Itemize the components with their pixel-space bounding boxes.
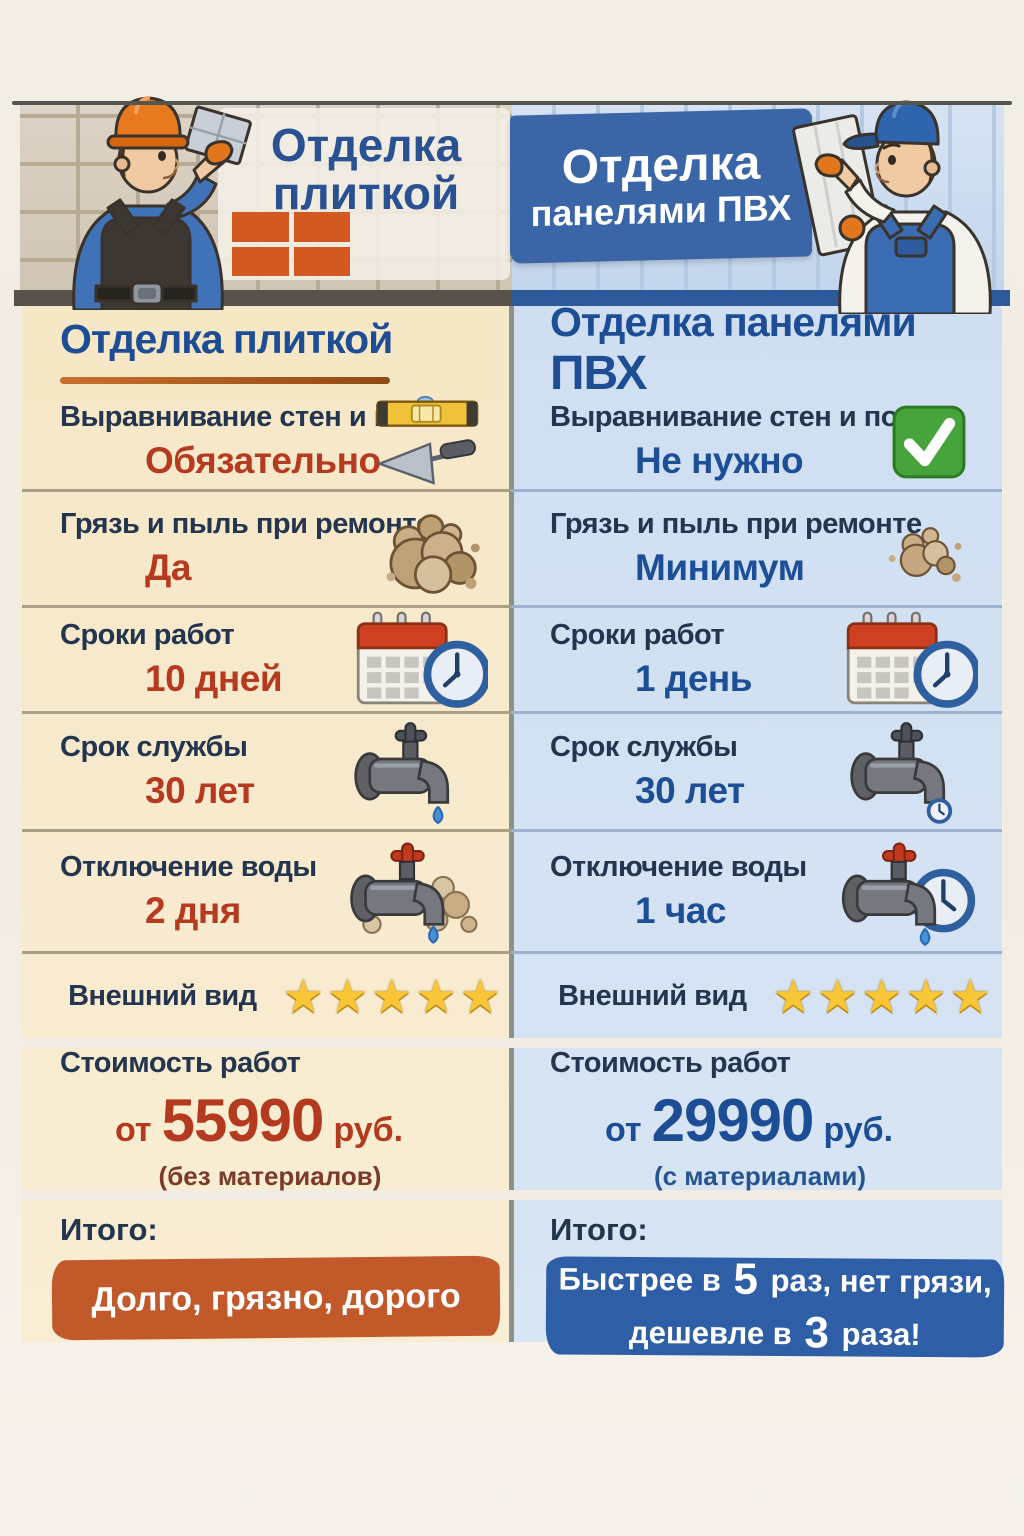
tiler-worker-illustration (72, 96, 252, 310)
total-banner-pvc: Быстрее в 5 раз, нет грязи, дешевле в 3 … (545, 1254, 1005, 1358)
row-label: Срок службы (60, 731, 248, 763)
row-value: 1 день (635, 658, 753, 699)
column-header-pvc: Отделка панелями ПВХ (550, 299, 1002, 401)
row-value: 2 дня (145, 890, 241, 931)
row-water-shutoff: Отключение воды 2 дня (22, 832, 1002, 954)
row-value: 30 лет (635, 770, 745, 811)
row-total: Итого: Долго, грязно, дорого Итого: Быст… (22, 1190, 1005, 1358)
hero-title-tile: Отделка плиткой (228, 119, 504, 219)
row-label: Внешний вид (68, 979, 257, 1012)
faucet-dirt-icon (344, 837, 484, 947)
hero-illustration: Отделка плиткой (12, 96, 1012, 314)
hero-title-tile-line2: плиткой (272, 166, 460, 219)
row-value: Не нужно (635, 440, 804, 481)
faucet-big-clock-icon (840, 837, 980, 947)
price-amount: 29990 (651, 1086, 815, 1154)
hero-top-line (12, 101, 1012, 105)
right-column-background (512, 306, 1002, 1342)
pvc-worker-illustration (792, 100, 992, 314)
faucet-small-clock-icon (848, 720, 968, 824)
total-banner-tile: Долго, грязно, дорого (51, 1255, 501, 1341)
price-amount: 55990 (161, 1086, 325, 1154)
faucet-drip-icon (352, 720, 472, 824)
hero-title-pvc-line2: панелями ПВХ (530, 187, 792, 235)
row-column-headers: Отделка плиткой Отделка панелями ПВХ (22, 299, 1002, 400)
calendar-clock-icon (846, 610, 981, 710)
hero-left-tile-scene: Отделка плиткой (14, 96, 512, 310)
hero-title-tile-line1: Отделка (270, 119, 462, 171)
row-value: Обязательно (145, 440, 381, 481)
column-header-pvc-accent: ПВХ (550, 347, 647, 400)
price-currency: руб. (823, 1110, 894, 1149)
row-duration: Сроки работ 10 дней (22, 608, 1002, 714)
row-label: Выравнивание стен и пола (550, 401, 931, 433)
row-label: Стоимость работ (60, 1046, 301, 1079)
column-header-tile: Отделка плиткой (60, 316, 393, 362)
header-underline (60, 377, 390, 384)
total-banner-line1: Быстрее в 5 раз, нет грязи, (558, 1254, 992, 1305)
spirit-level-and-trowel-icon (368, 394, 496, 490)
total-label: Итого: (550, 1212, 648, 1247)
row-label: Грязь и пыль при ремонте (550, 508, 922, 540)
comparison-table: Отделка плиткой Отделка панелями ПВХ Выр… (22, 299, 1005, 1358)
price-line: от 29990 руб. (605, 1086, 1002, 1155)
row-label: Грязь и пыль при ремонте (60, 508, 432, 540)
price-prefix: от (115, 1110, 152, 1149)
price-note: (с материалами) (653, 1160, 867, 1191)
row-dirt: Грязь и пыль при ремонте Да (22, 492, 1002, 608)
row-lifespan: Срок службы 30 лет (22, 714, 1002, 832)
row-label: Срок службы (550, 731, 738, 763)
column-divider (509, 306, 514, 1342)
row-leveling: Выравнивание стен и пола Обязательно (22, 394, 1002, 492)
pvc-title-banner: Отделка панелями ПВХ (510, 108, 812, 264)
hero-right-pvc-scene: Отделка панелями ПВХ (510, 100, 1010, 314)
total-label: Итого: (60, 1212, 158, 1247)
row-label: Отключение воды (550, 851, 807, 883)
calendar-clock-icon (356, 610, 491, 710)
row-appearance: Внешний вид ★★★★★ Внешний вид ★★★★★ (22, 954, 1002, 1038)
row-label: Сроки работ (550, 619, 725, 651)
dust-cloud-large-icon (368, 499, 496, 599)
price-line: от 55990 руб. (115, 1086, 512, 1155)
row-label: Отключение воды (60, 851, 317, 883)
row-label: Сроки работ (60, 619, 235, 651)
orange-tiles-decor (232, 212, 350, 276)
row-value: 1 час (635, 890, 727, 931)
price-note: (без материалов) (158, 1160, 382, 1191)
hero-title-pvc-line1: Отделка (561, 136, 761, 195)
five-stars-rating: ★★★★★ (772, 970, 994, 1022)
price-prefix: от (605, 1110, 642, 1149)
green-check-icon (890, 403, 968, 481)
row-value: Минимум (635, 547, 805, 588)
row-cost: Стоимость работ от 55990 руб. (без матер… (22, 1038, 1002, 1191)
five-stars-rating: ★★★★★ (282, 970, 504, 1022)
dust-cloud-small-icon (878, 510, 974, 588)
price-currency: руб. (333, 1110, 404, 1149)
total-banner-line2: дешевле в 3 раза! (628, 1308, 921, 1358)
row-label: Внешний вид (558, 979, 747, 1012)
row-value: Да (145, 547, 191, 588)
row-value: 10 дней (145, 658, 283, 699)
row-value: 30 лет (145, 770, 255, 811)
row-label: Стоимость работ (550, 1046, 791, 1079)
